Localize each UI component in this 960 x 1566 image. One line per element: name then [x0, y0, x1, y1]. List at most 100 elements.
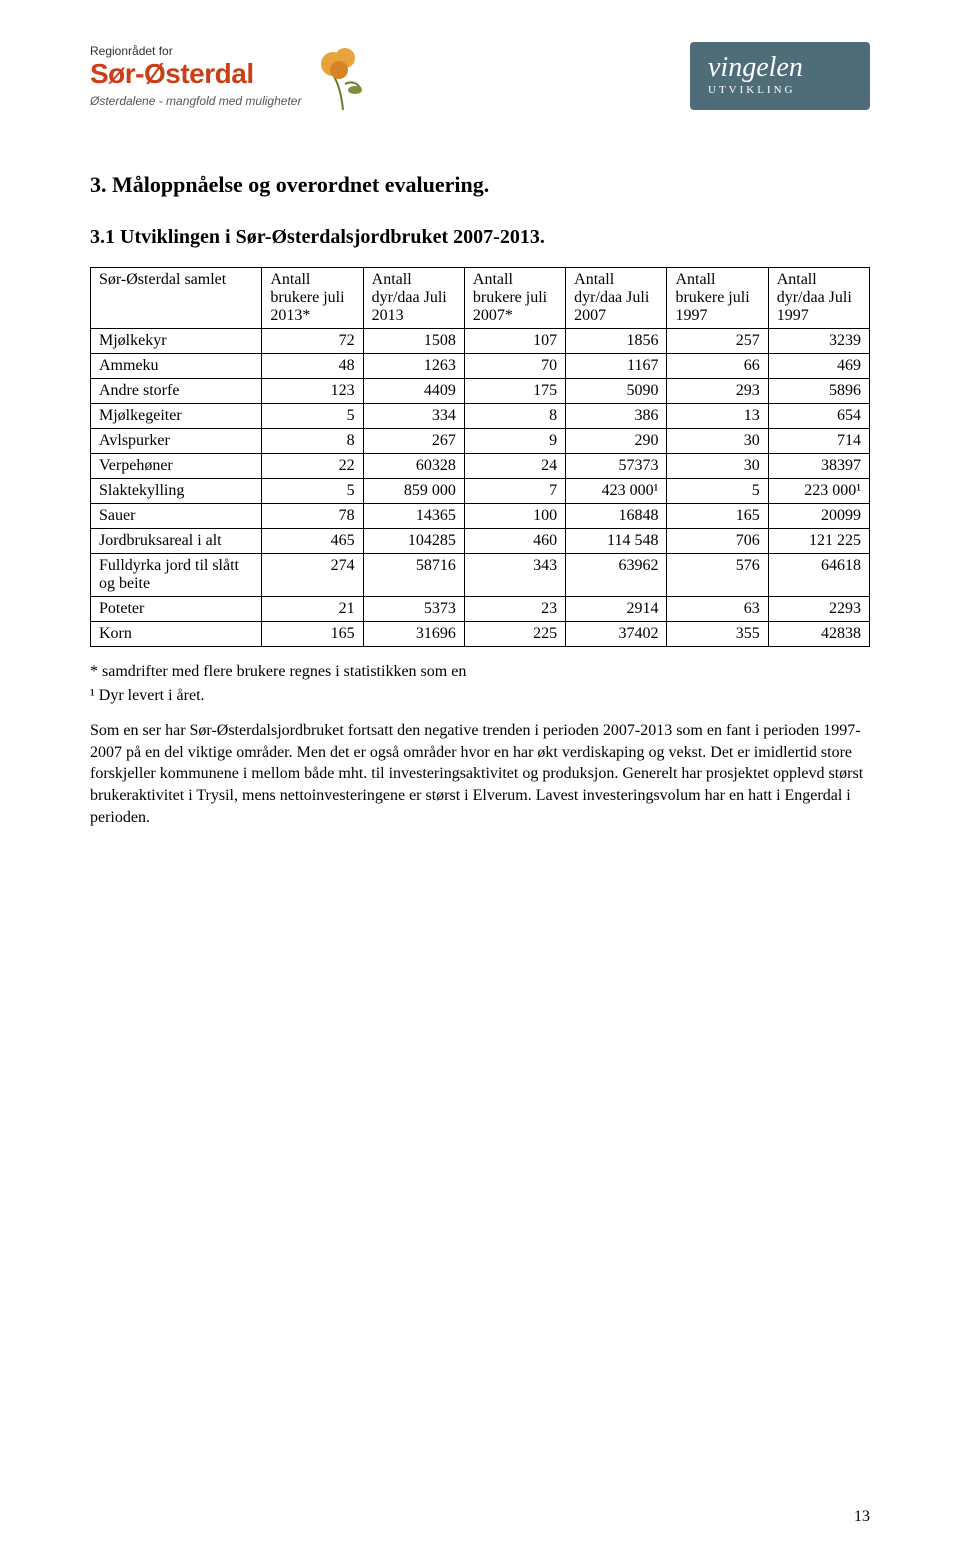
table-cell: 267	[363, 429, 464, 454]
table-cell: 343	[464, 554, 565, 597]
sub-title: 3.1 Utviklingen i Sør-Østerdalsjordbruke…	[90, 226, 870, 249]
table-cell: 5	[262, 479, 363, 504]
table-cell: 355	[667, 622, 768, 647]
table-cell: 9	[464, 429, 565, 454]
table-cell: 7	[464, 479, 565, 504]
footnote-1: * samdrifter med flere brukere regnes i …	[90, 661, 870, 683]
table-cell: 274	[262, 554, 363, 597]
table-cell: 63	[667, 597, 768, 622]
table-cell: 70	[464, 354, 565, 379]
table-cell: 20099	[768, 504, 869, 529]
table-body: Mjølkekyr72150810718562573239Ammeku48126…	[91, 329, 870, 647]
table-head: Sør-Østerdal samletAntall brukere juli 2…	[91, 268, 870, 329]
table-cell: 42838	[768, 622, 869, 647]
table-cell: 107	[464, 329, 565, 354]
table-row: Korn165316962253740235542838	[91, 622, 870, 647]
left-logo-subline: Regionrådet for	[90, 44, 301, 58]
table-cell: 5	[667, 479, 768, 504]
right-logo-brand: vingelen	[708, 52, 852, 84]
table-cell: 66	[667, 354, 768, 379]
table-cell: Ammeku	[91, 354, 262, 379]
table-cell: 123	[262, 379, 363, 404]
table-cell: 423 000¹	[566, 479, 667, 504]
table-header-cell: Antall dyr/daa Juli 1997	[768, 268, 869, 329]
table-cell: Poteter	[91, 597, 262, 622]
footnote-2: ¹ Dyr levert i året.	[90, 685, 870, 707]
table-row: Poteter215373232914632293	[91, 597, 870, 622]
table-cell: 714	[768, 429, 869, 454]
table-cell: Mjølkekyr	[91, 329, 262, 354]
table-cell: 31696	[363, 622, 464, 647]
table-cell: 37402	[566, 622, 667, 647]
table-header-cell: Sør-Østerdal samlet	[91, 268, 262, 329]
table-cell: 706	[667, 529, 768, 554]
left-logo-tagline: Østerdalene - mangfold med muligheter	[90, 94, 301, 108]
table-row: Ammeku48126370116766469	[91, 354, 870, 379]
table-cell: 469	[768, 354, 869, 379]
page-number: 13	[854, 1508, 870, 1526]
table-cell: 3239	[768, 329, 869, 354]
table-cell: 290	[566, 429, 667, 454]
table-cell: Verpehøner	[91, 454, 262, 479]
table-cell: 5373	[363, 597, 464, 622]
table-cell: 1263	[363, 354, 464, 379]
table-cell: 60328	[363, 454, 464, 479]
table-cell: 58716	[363, 554, 464, 597]
left-logo-text: Regionrådet for Sør-Østerdal Østerdalene…	[90, 44, 301, 108]
table-cell: 334	[363, 404, 464, 429]
table-row: Sauer78143651001684816520099	[91, 504, 870, 529]
table-row: Andre storfe123440917550902935896	[91, 379, 870, 404]
header-logos: Regionrådet for Sør-Østerdal Østerdalene…	[90, 40, 870, 112]
table-header-cell: Antall dyr/daa Juli 2013	[363, 268, 464, 329]
table-cell: 78	[262, 504, 363, 529]
table-cell: 460	[464, 529, 565, 554]
table-cell: 165	[262, 622, 363, 647]
table-cell: 64618	[768, 554, 869, 597]
table-cell: 24	[464, 454, 565, 479]
table-cell: 13	[667, 404, 768, 429]
table-cell: 72	[262, 329, 363, 354]
table-cell: 465	[262, 529, 363, 554]
data-table: Sør-Østerdal samletAntall brukere juli 2…	[90, 267, 870, 647]
table-cell: 225	[464, 622, 565, 647]
table-cell: 14365	[363, 504, 464, 529]
table-cell: Slaktekylling	[91, 479, 262, 504]
table-header-cell: Antall brukere juli 2013*	[262, 268, 363, 329]
table-cell: Andre storfe	[91, 379, 262, 404]
table-cell: 30	[667, 429, 768, 454]
table-cell: 175	[464, 379, 565, 404]
table-cell: 386	[566, 404, 667, 429]
left-logo-main: Sør-Østerdal	[90, 58, 301, 90]
table-row: Slaktekylling5859 0007423 000¹5223 000¹	[91, 479, 870, 504]
table-cell: 257	[667, 329, 768, 354]
table-cell: 859 000	[363, 479, 464, 504]
table-cell: Avlspurker	[91, 429, 262, 454]
table-cell: 114 548	[566, 529, 667, 554]
table-cell: Mjølkegeiter	[91, 404, 262, 429]
table-cell: 165	[667, 504, 768, 529]
section-title: 3. Måloppnåelse og overordnet evaluering…	[90, 172, 870, 198]
table-cell: 38397	[768, 454, 869, 479]
table-cell: 1167	[566, 354, 667, 379]
table-row: Mjølkekyr72150810718562573239	[91, 329, 870, 354]
table-cell: 1856	[566, 329, 667, 354]
table-cell: 23	[464, 597, 565, 622]
table-header-cell: Antall brukere juli 1997	[667, 268, 768, 329]
table-cell: 4409	[363, 379, 464, 404]
page: Regionrådet for Sør-Østerdal Østerdalene…	[0, 0, 960, 1566]
table-cell: 2293	[768, 597, 869, 622]
table-cell: 63962	[566, 554, 667, 597]
table-header-row: Sør-Østerdal samletAntall brukere juli 2…	[91, 268, 870, 329]
table-cell: 16848	[566, 504, 667, 529]
table-cell: 22	[262, 454, 363, 479]
table-row: Jordbruksareal i alt465104285460114 5487…	[91, 529, 870, 554]
table-cell: 8	[464, 404, 565, 429]
body-paragraph: Som en ser har Sør-Østerdalsjordbruket f…	[90, 720, 870, 828]
right-logo-sub: UTVIKLING	[708, 84, 852, 96]
table-cell: 576	[667, 554, 768, 597]
table-cell: 57373	[566, 454, 667, 479]
table-row: Verpehøner226032824573733038397	[91, 454, 870, 479]
table-header-cell: Antall brukere juli 2007*	[464, 268, 565, 329]
table-cell: 5896	[768, 379, 869, 404]
table-cell: 100	[464, 504, 565, 529]
